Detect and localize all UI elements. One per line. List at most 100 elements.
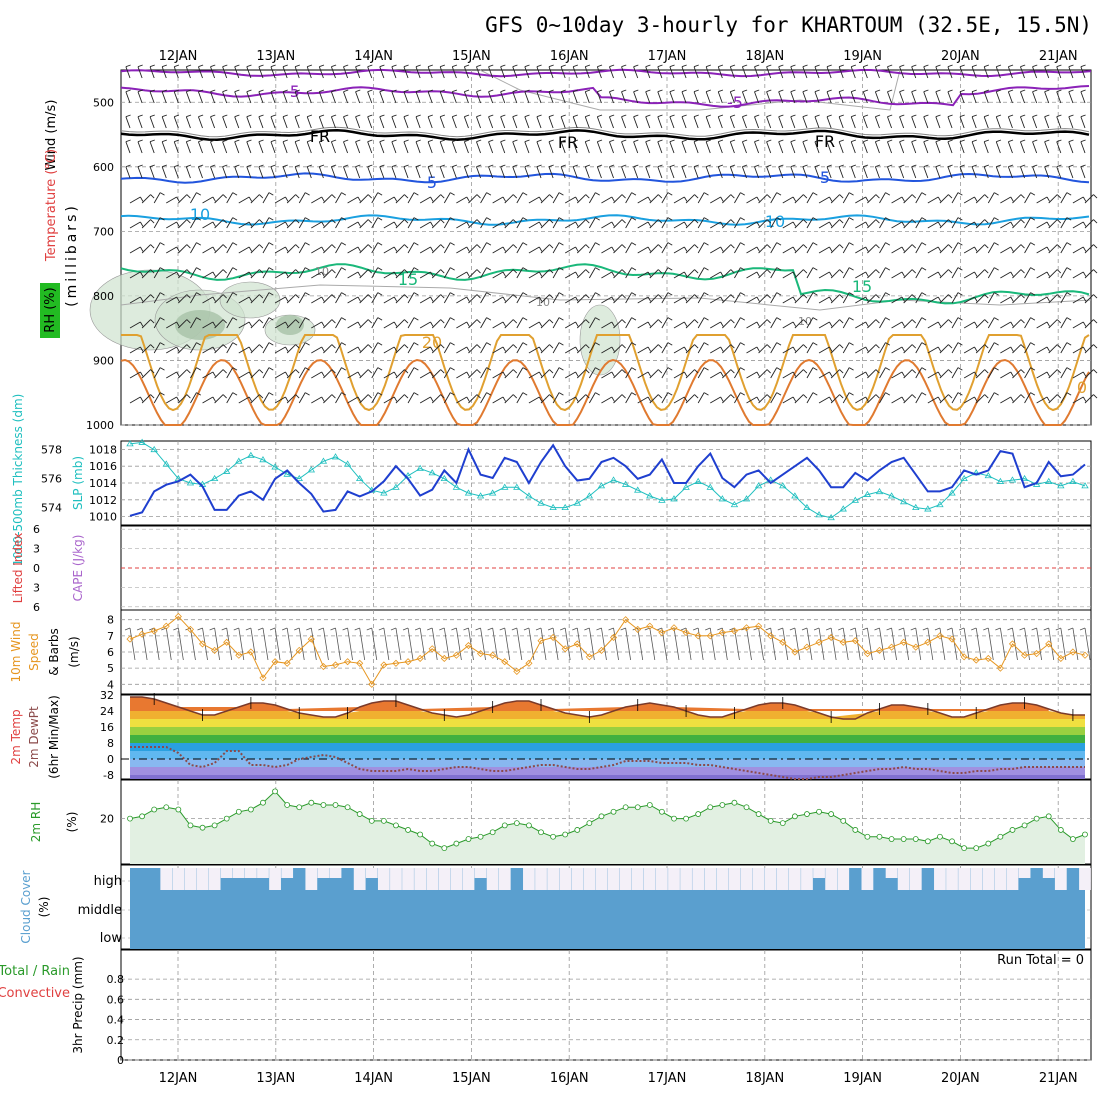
- wind-barb: [830, 194, 840, 204]
- wind10m-barb: [190, 627, 196, 661]
- wind-barb: [939, 319, 949, 329]
- wind-speed-point: [851, 637, 859, 645]
- cloud-high-gap: [740, 868, 753, 890]
- wind10m-barb-flag: [1067, 627, 1074, 631]
- wind-barb: [1024, 292, 1031, 304]
- wind-barb: [741, 116, 747, 129]
- wind10m-barb: [987, 627, 994, 661]
- wind-barb: [202, 371, 214, 379]
- wind-barb: [536, 91, 542, 104]
- wind-barb-flag: [367, 219, 373, 224]
- wind-barb: [705, 166, 711, 179]
- wind-barb-flag: [379, 164, 385, 168]
- wind-barb: [323, 369, 333, 379]
- wind-barb: [443, 292, 451, 304]
- rh-point: [199, 824, 206, 831]
- wind-barb-flag: [645, 89, 651, 93]
- wind-speed-point: [380, 661, 388, 669]
- rh-point: [163, 804, 170, 811]
- wind-barb-flag: [524, 64, 530, 68]
- wind-barb-flag: [899, 164, 905, 168]
- wind-barb-flag: [1020, 394, 1025, 399]
- wind-barb-flag: [466, 246, 470, 252]
- wind-barb-flag: [512, 394, 518, 399]
- wind-barb: [613, 269, 623, 279]
- wind-barb-flag: [812, 367, 818, 371]
- wind-speed-point: [1008, 640, 1017, 648]
- temp-band: [130, 767, 1085, 775]
- wind-barb-flag: [667, 217, 673, 221]
- wind-barb-flag: [754, 114, 760, 118]
- wind-barb: [1060, 217, 1068, 229]
- wind-speed-point: [622, 616, 630, 624]
- wind-barb: [1056, 91, 1062, 104]
- wind-barb: [855, 321, 866, 329]
- wind-barb-flag: [1056, 244, 1062, 249]
- slp-tick: 1012: [89, 494, 117, 507]
- wind-barb-flag: [609, 164, 615, 168]
- wind-barb: [867, 269, 877, 279]
- wind-barb: [311, 271, 322, 279]
- wind-barb-flag: [911, 194, 917, 199]
- wind-barb-flag: [512, 244, 518, 249]
- wind-barb: [294, 141, 300, 154]
- wind-barb: [504, 394, 514, 404]
- wind-barb-flag: [718, 114, 724, 118]
- wind-barb: [790, 66, 796, 79]
- wind-barb: [621, 91, 627, 104]
- wind-barb: [746, 271, 758, 279]
- wind-barb-flag: [404, 319, 409, 324]
- wind-barb: [468, 294, 478, 304]
- wind-barb: [149, 116, 155, 129]
- wind-barb: [552, 192, 560, 204]
- wind10m-barb: [867, 627, 873, 661]
- rh-point: [175, 806, 182, 813]
- wind-barb: [492, 221, 504, 229]
- wind-barb: [500, 166, 506, 179]
- wind-barb: [403, 166, 409, 179]
- wind-barb-flag: [222, 369, 227, 374]
- wind-barb: [504, 294, 514, 304]
- wind-barb-flag: [295, 394, 300, 399]
- wind-barb: [560, 141, 566, 154]
- wind-barb: [371, 192, 379, 204]
- wind-barb: [359, 244, 369, 254]
- wind-barb-flag: [149, 164, 155, 168]
- wind-barb: [222, 66, 228, 79]
- cloud-high-gap: [837, 868, 850, 890]
- wind-barb-flag: [1010, 221, 1014, 227]
- isotherm-label: 0: [1077, 378, 1087, 397]
- wind-barb-flag: [899, 64, 905, 68]
- wind-barb-flag: [125, 164, 131, 168]
- wind-barb: [185, 66, 191, 79]
- wind-barb-flag: [575, 346, 579, 352]
- wind-barb-flag: [295, 319, 300, 324]
- wind-barb-flag: [1020, 114, 1026, 118]
- wind-barb-flag: [865, 246, 869, 252]
- thickness-tick: 576: [41, 473, 62, 486]
- wind-barb-flag: [1093, 369, 1098, 374]
- total-rain-label: Total / Rain: [0, 964, 70, 979]
- wind-barb: [576, 294, 587, 304]
- wind-barb-flag: [560, 164, 566, 168]
- wind-barb: [729, 141, 735, 154]
- wind-barb-flag: [321, 246, 325, 252]
- wind-barb-flag: [294, 89, 300, 93]
- wind-barb-flag: [403, 114, 409, 118]
- wind-barb-flag: [948, 394, 953, 399]
- wind-barb: [741, 66, 747, 79]
- wind-barb: [540, 269, 550, 279]
- wind-barb: [198, 166, 203, 179]
- wind-barb-flag: [176, 246, 180, 252]
- wind-barb-flag: [488, 64, 494, 68]
- rh-point: [235, 808, 242, 815]
- wind-barb-flag: [996, 64, 1002, 68]
- wind-barb-flag: [792, 296, 797, 302]
- wind-barb: [939, 394, 949, 404]
- wind10m-barb-flag: [958, 627, 965, 631]
- wind-barb-flag: [875, 394, 880, 399]
- wind-barb: [262, 292, 270, 304]
- wind-barb: [681, 116, 687, 129]
- wind-barb-flag: [367, 319, 373, 324]
- wind-barb: [710, 296, 721, 304]
